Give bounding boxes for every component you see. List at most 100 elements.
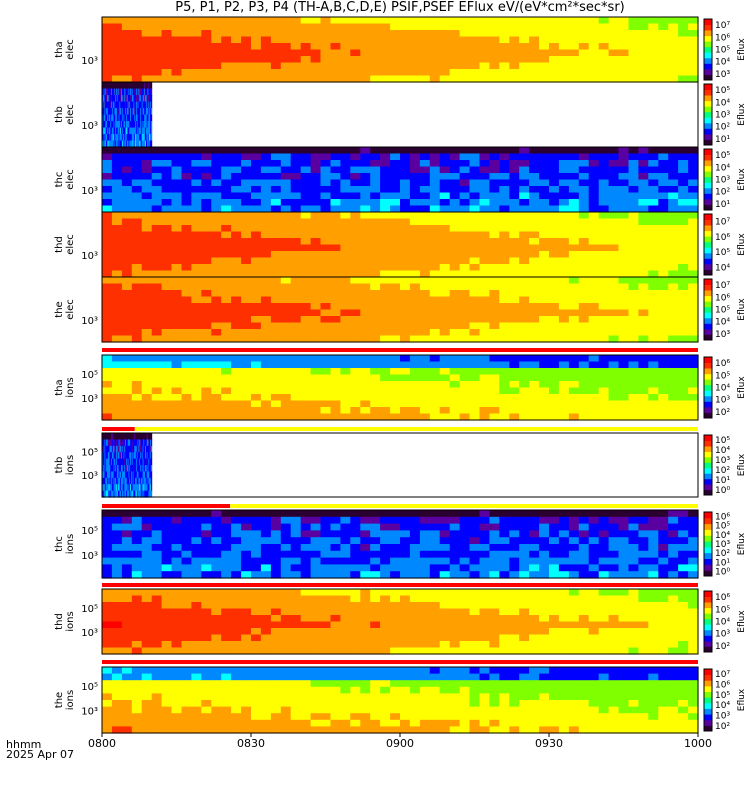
heatmap-cell bbox=[638, 69, 649, 77]
heatmap-cell bbox=[439, 30, 451, 38]
heatmap-cell bbox=[102, 121, 105, 129]
heatmap-cell bbox=[558, 381, 570, 389]
heatmap-cell bbox=[151, 166, 163, 174]
heatmap-cell bbox=[148, 140, 150, 148]
heatmap-cell bbox=[638, 147, 649, 155]
heatmap-cell bbox=[529, 62, 540, 70]
heatmap-cell bbox=[549, 557, 560, 565]
heatmap-cell bbox=[211, 62, 222, 70]
heatmap-cell bbox=[688, 523, 699, 531]
heatmap-cell bbox=[135, 127, 138, 135]
heatmap-cell bbox=[489, 394, 500, 402]
heatmap-cell bbox=[320, 244, 331, 252]
heatmap-cell bbox=[131, 322, 143, 330]
heatmap-cell bbox=[131, 335, 143, 343]
heatmap-cell bbox=[136, 108, 139, 116]
heatmap-cell bbox=[201, 166, 212, 174]
heatmap-cell bbox=[469, 264, 480, 272]
heatmap-cell bbox=[136, 101, 139, 109]
heatmap-cell bbox=[519, 264, 530, 272]
heatmap-cell bbox=[106, 121, 108, 129]
heatmap-cell bbox=[143, 452, 145, 460]
heatmap-cell bbox=[499, 407, 510, 415]
heatmap-cell bbox=[102, 62, 113, 70]
heatmap-cell bbox=[201, 564, 212, 572]
heatmap-cell bbox=[171, 244, 182, 252]
heatmap-cell bbox=[390, 69, 401, 77]
heatmap-cell bbox=[241, 283, 252, 291]
heatmap-cell bbox=[539, 510, 550, 518]
heatmap-cell bbox=[668, 43, 679, 51]
heatmap-cell bbox=[191, 316, 202, 324]
heatmap-cell bbox=[136, 433, 139, 440]
heatmap-cell bbox=[171, 571, 182, 579]
heatmap-cell bbox=[103, 101, 106, 109]
heatmap-cell bbox=[519, 530, 530, 538]
heatmap-cell bbox=[439, 43, 451, 51]
heatmap-cell bbox=[131, 571, 143, 579]
heatmap-cell bbox=[191, 23, 202, 31]
heatmap-cell bbox=[142, 88, 144, 96]
heatmap-cell bbox=[658, 309, 669, 317]
heatmap-cell bbox=[310, 400, 322, 408]
heatmap-cell bbox=[390, 564, 401, 572]
heatmap-cell bbox=[171, 251, 182, 259]
heatmap-cell bbox=[221, 537, 232, 545]
heatmap-cell bbox=[135, 140, 137, 148]
heatmap-cell bbox=[638, 394, 649, 402]
heatmap-cell bbox=[131, 458, 133, 466]
heatmap-cell bbox=[499, 557, 510, 565]
heatmap-cell bbox=[251, 283, 262, 291]
heatmap-cell bbox=[519, 510, 530, 518]
heatmap-cell bbox=[181, 407, 192, 415]
colorbar-frame bbox=[703, 148, 713, 211]
heatmap-cell bbox=[568, 355, 580, 363]
heatmap-cell bbox=[141, 166, 153, 174]
colorbar-tick-label: 10² bbox=[715, 549, 730, 559]
heatmap-cell bbox=[320, 387, 331, 395]
heatmap-cell bbox=[231, 381, 242, 389]
heatmap-cell bbox=[558, 270, 570, 278]
heatmap-cell bbox=[112, 465, 115, 472]
heatmap-cell bbox=[102, 465, 105, 472]
heatmap-cell bbox=[191, 290, 202, 298]
heatmap-cell bbox=[519, 49, 530, 57]
heatmap-cell bbox=[141, 368, 153, 376]
heatmap-cell bbox=[400, 69, 411, 77]
heatmap-cell bbox=[260, 309, 272, 317]
heatmap-cell bbox=[618, 361, 629, 369]
heatmap-cell bbox=[131, 270, 143, 278]
heatmap-cell bbox=[241, 544, 252, 552]
panel-frame bbox=[101, 509, 699, 579]
heatmap-cell bbox=[449, 225, 461, 233]
heatmap-cell bbox=[181, 218, 192, 226]
heatmap-cell bbox=[340, 394, 351, 402]
heatmap-cell bbox=[102, 153, 113, 161]
heatmap-cell bbox=[429, 394, 441, 402]
colorbar-tick-label: 10⁷ bbox=[715, 281, 730, 291]
heatmap-cell bbox=[251, 516, 262, 525]
colorbar-tick-label: 10⁴ bbox=[715, 384, 730, 394]
heatmap-cell bbox=[131, 82, 134, 90]
heatmap-cell bbox=[181, 322, 192, 330]
heatmap-cell bbox=[300, 186, 312, 194]
heatmap-cell bbox=[134, 458, 136, 466]
heatmap-cell bbox=[131, 192, 143, 200]
heatmap-cell bbox=[628, 381, 639, 389]
heatmap-cell bbox=[459, 537, 471, 545]
heatmap-cell bbox=[290, 199, 302, 207]
heatmap-cell bbox=[330, 75, 341, 83]
heatmap-cell bbox=[280, 309, 292, 317]
heatmap-cell bbox=[678, 290, 689, 298]
heatmap-cell bbox=[558, 544, 570, 552]
heatmap-cell bbox=[419, 23, 431, 31]
heatmap-cell bbox=[380, 43, 391, 51]
heatmap-cell bbox=[133, 121, 135, 129]
heatmap-cell bbox=[648, 49, 659, 57]
heatmap-cell bbox=[310, 530, 322, 538]
heatmap-cell bbox=[102, 621, 113, 629]
heatmap-cell bbox=[400, 153, 411, 161]
heatmap-cell bbox=[143, 121, 145, 129]
heatmap-cell bbox=[140, 477, 142, 485]
heatmap-cell bbox=[330, 290, 341, 298]
